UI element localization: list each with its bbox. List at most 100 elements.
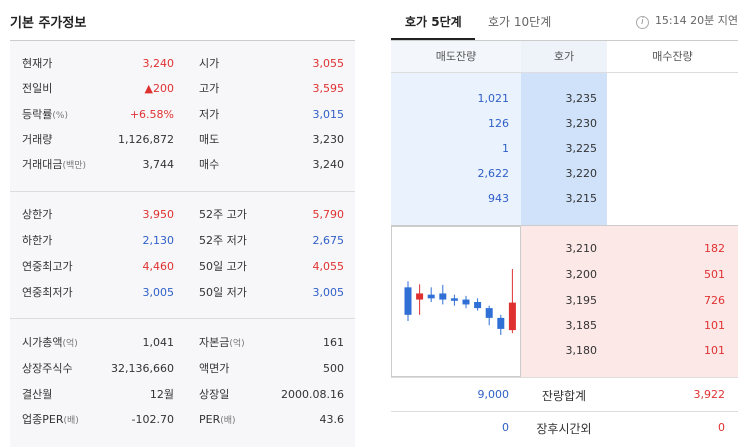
- info-value: 3,744: [142, 158, 175, 171]
- total-bid-volume: 3,922: [693, 388, 726, 401]
- info-label: 거래대금(백만): [22, 158, 87, 171]
- candle-body: [450, 298, 458, 301]
- ask-volume: 1,021: [477, 92, 510, 105]
- info-value: 3,595: [312, 82, 345, 95]
- info-row: 시가총액(억) 1,041 자본금(억) 161: [10, 331, 355, 355]
- after-hours-bid-volume: 0: [718, 421, 725, 434]
- info-label: 하한가: [22, 234, 53, 247]
- info-row: 거래대금(백만) 3,744 매수 3,240: [10, 153, 355, 177]
- candle-body: [508, 302, 516, 331]
- info-label: 52주 고가: [199, 208, 247, 221]
- panel-title: 기본 주가정보: [10, 16, 87, 31]
- orderbook-panel: 호가 5단계 호가 10단계 i 15:14 20분 지연 매도잔량 호가 매수잔…: [391, 0, 738, 447]
- info-value: +6.58%: [129, 108, 174, 121]
- info-value: 2,130: [142, 234, 175, 247]
- bid-volume: 182: [704, 242, 725, 255]
- ask-price[interactable]: 3,235: [565, 92, 598, 105]
- info-row: 전일비 ▲200 고가 3,595: [10, 77, 355, 101]
- bid-volume: 101: [704, 344, 725, 357]
- basic-price-info-panel: 기본 주가정보 현재가 3,240 시가 3,055 전일비 ▲200 고가 3,595 등락률…: [10, 0, 355, 447]
- info-value: 5,790: [312, 208, 345, 221]
- after-hours-label: 장후시간외: [536, 422, 592, 436]
- tab-5-levels[interactable]: 호가 5단계: [405, 15, 462, 29]
- ask-volume-area: [391, 73, 521, 225]
- info-value: 43.6: [319, 413, 345, 426]
- unit-label: (억): [229, 339, 245, 349]
- info-label: 50일 고가: [199, 260, 247, 273]
- info-label: 등락률(%): [22, 108, 68, 121]
- unit-label: (배): [63, 416, 79, 426]
- ask-price-area: [521, 73, 607, 225]
- info-row: 하한가 2,130 52주 저가 2,675: [10, 229, 355, 253]
- bid-price[interactable]: 3,185: [565, 319, 598, 332]
- info-label: 시가: [199, 57, 220, 70]
- candle-body: [427, 294, 435, 299]
- info-value: 3,230: [312, 133, 345, 146]
- header-bid-volume: 매수잔량: [607, 41, 738, 72]
- tab-10-levels[interactable]: 호가 10단계: [488, 15, 552, 29]
- info-value: 3,005: [142, 286, 175, 299]
- candle-body: [462, 299, 470, 305]
- unit-label: (백만): [62, 161, 87, 171]
- delay-text: 15:14 20분 지연: [654, 14, 738, 27]
- info-value: 1,126,872: [118, 133, 174, 146]
- info-value: 3,055: [312, 57, 345, 70]
- mini-candle-chart: [391, 226, 521, 377]
- ask-price[interactable]: 3,215: [565, 192, 598, 205]
- info-value: 12월: [149, 388, 174, 401]
- section-divider: [10, 191, 355, 192]
- candle-body: [439, 293, 447, 300]
- header-divider: [391, 72, 738, 73]
- price-section: [10, 41, 355, 191]
- ask-price[interactable]: 3,230: [565, 117, 598, 130]
- info-value: 3,240: [312, 158, 345, 171]
- candle-body: [404, 287, 412, 315]
- after-hours-ask-volume: 0: [502, 421, 509, 434]
- info-row: 연중최고가 4,460 50일 고가 4,055: [10, 255, 355, 279]
- ask-price[interactable]: 3,220: [565, 167, 598, 180]
- title-divider: [10, 40, 355, 41]
- info-row: 상한가 3,950 52주 고가 5,790: [10, 203, 355, 227]
- section-divider: [10, 318, 355, 319]
- candle-body: [485, 308, 493, 318]
- info-value: 4,460: [142, 260, 175, 273]
- bid-price[interactable]: 3,200: [565, 268, 598, 281]
- ask-volume: 943: [488, 192, 509, 205]
- info-label: 상장주식수: [22, 362, 73, 375]
- bid-price[interactable]: 3,180: [565, 344, 598, 357]
- candle-body: [474, 302, 482, 309]
- company-section: [10, 319, 355, 447]
- tab-divider: [391, 40, 738, 41]
- info-label: 액면가: [199, 362, 230, 375]
- ask-volume: 1: [502, 142, 509, 155]
- bid-price[interactable]: 3,195: [565, 294, 598, 307]
- info-value: 4,055: [312, 260, 345, 273]
- info-value: 2000.08.16: [281, 388, 344, 401]
- info-icon[interactable]: i: [635, 16, 649, 29]
- info-label: 고가: [199, 82, 220, 95]
- info-label: 업종PER(배): [22, 413, 79, 426]
- info-label: 거래량: [22, 133, 53, 146]
- info-value: 161: [323, 336, 344, 349]
- ask-price[interactable]: 3,225: [565, 142, 598, 155]
- ask-volume: 2,622: [477, 167, 510, 180]
- ask-bid-divider: [391, 225, 738, 226]
- info-value: 2,675: [312, 234, 345, 247]
- bid-price[interactable]: 3,210: [565, 242, 598, 255]
- header-price: 호가: [521, 41, 607, 72]
- limit-section: [10, 192, 355, 318]
- info-value: 1,041: [142, 336, 175, 349]
- info-row: 업종PER(배) -102.70 PER(배) 43.6: [10, 408, 355, 432]
- header-ask-volume: 매도잔량: [391, 41, 521, 72]
- bid-price-area: [521, 226, 607, 377]
- info-label: 상장일: [199, 388, 230, 401]
- info-label: 전일비: [22, 82, 53, 95]
- candle-body: [416, 293, 424, 300]
- info-label: 현재가: [22, 57, 53, 70]
- info-label: 결산월: [22, 388, 53, 401]
- info-label: 시가총액(억): [22, 336, 78, 349]
- info-label: 저가: [199, 108, 220, 121]
- info-label: 매도: [199, 133, 220, 146]
- active-tab-indicator: [391, 38, 475, 40]
